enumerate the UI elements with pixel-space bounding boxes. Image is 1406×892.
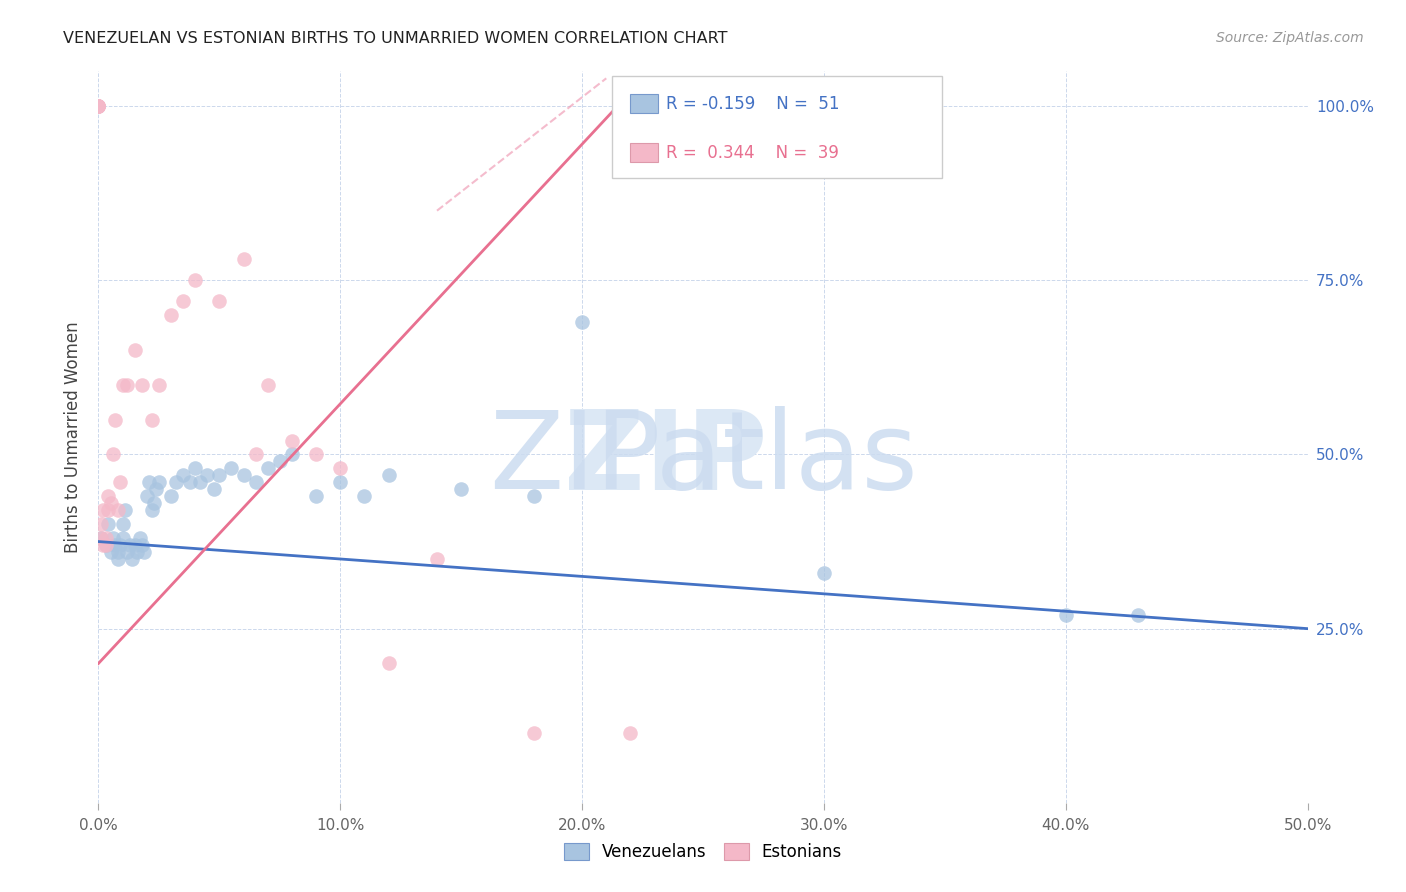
Point (523, 726, 546, 740)
Point (108, 538, 131, 552)
Point (101, 448, 124, 462)
Point (619, 726, 641, 740)
Point (256, 377, 278, 392)
Point (813, 566, 835, 580)
Point (104, 412, 127, 426)
Point (353, 489, 375, 503)
Point (117, 545, 139, 559)
Point (208, 294, 231, 309)
Text: R = -0.159    N =  51: R = -0.159 N = 51 (666, 95, 839, 112)
Point (107, 552, 129, 566)
Point (305, 489, 328, 503)
Point (1054, 607, 1077, 622)
Point (97, 517, 120, 532)
Point (204, 483, 226, 497)
Point (97, 489, 120, 503)
Legend: Venezuelans, Estonians: Venezuelans, Estonians (557, 836, 849, 868)
Text: ZIP: ZIP (564, 406, 768, 513)
Point (184, 273, 207, 287)
Point (165, 475, 187, 490)
Point (87, 99, 110, 113)
Point (124, 538, 146, 552)
Point (128, 531, 150, 545)
Point (100, 496, 122, 510)
Point (329, 461, 352, 475)
Point (117, 377, 139, 392)
Point (450, 483, 472, 497)
Point (127, 545, 149, 559)
Point (281, 448, 304, 462)
Point (148, 377, 170, 392)
Point (91, 503, 114, 517)
Point (87, 99, 110, 113)
Text: Source: ZipAtlas.com: Source: ZipAtlas.com (1216, 31, 1364, 45)
Point (97, 503, 120, 517)
Point (108, 475, 131, 490)
Y-axis label: Births to Unmarried Women: Births to Unmarried Women (65, 321, 83, 553)
Point (131, 538, 153, 552)
Point (179, 475, 201, 490)
Point (87, 99, 110, 113)
Point (118, 538, 141, 552)
Point (1128, 607, 1150, 622)
Point (184, 461, 207, 475)
Point (245, 475, 267, 490)
Point (160, 489, 183, 503)
Point (141, 412, 163, 426)
Point (138, 475, 160, 490)
Point (90, 531, 112, 545)
Point (111, 531, 134, 545)
Point (232, 468, 254, 483)
Point (141, 503, 163, 517)
Point (107, 503, 129, 517)
Point (124, 343, 146, 357)
Point (87, 99, 110, 113)
Point (87, 99, 110, 113)
Text: VENEZUELAN VS ESTONIAN BIRTHS TO UNMARRIED WOMEN CORRELATION CHART: VENEZUELAN VS ESTONIAN BIRTHS TO UNMARRI… (63, 31, 728, 46)
Point (523, 489, 546, 503)
Point (111, 517, 134, 532)
Point (111, 377, 134, 392)
Point (94, 538, 117, 552)
Point (143, 496, 166, 510)
Point (100, 545, 122, 559)
Text: ZIPatlas: ZIPatlas (489, 406, 917, 512)
Point (426, 552, 449, 566)
Point (135, 489, 157, 503)
Point (160, 308, 183, 322)
Point (281, 434, 304, 448)
Point (305, 448, 328, 462)
Point (134, 545, 156, 559)
Point (245, 448, 267, 462)
Point (90, 517, 112, 532)
Point (131, 377, 153, 392)
Point (104, 538, 127, 552)
Point (329, 475, 352, 490)
Point (94, 538, 117, 552)
Point (195, 468, 218, 483)
Point (256, 461, 278, 475)
Point (221, 461, 243, 475)
Point (90, 531, 112, 545)
Point (172, 468, 194, 483)
Point (377, 657, 399, 671)
Text: ZIP: ZIP (564, 406, 768, 513)
Point (87, 99, 110, 113)
Point (94, 531, 117, 545)
Point (114, 503, 136, 517)
Point (91, 538, 114, 552)
Point (232, 252, 254, 267)
Point (571, 315, 593, 329)
Point (121, 552, 143, 566)
Point (148, 475, 170, 490)
Point (208, 468, 231, 483)
Point (145, 483, 167, 497)
Point (269, 454, 291, 468)
Point (188, 475, 211, 490)
Text: R =  0.344    N =  39: R = 0.344 N = 39 (666, 144, 839, 161)
Point (377, 468, 399, 483)
Point (101, 531, 124, 545)
Point (107, 545, 129, 559)
Point (172, 294, 194, 309)
